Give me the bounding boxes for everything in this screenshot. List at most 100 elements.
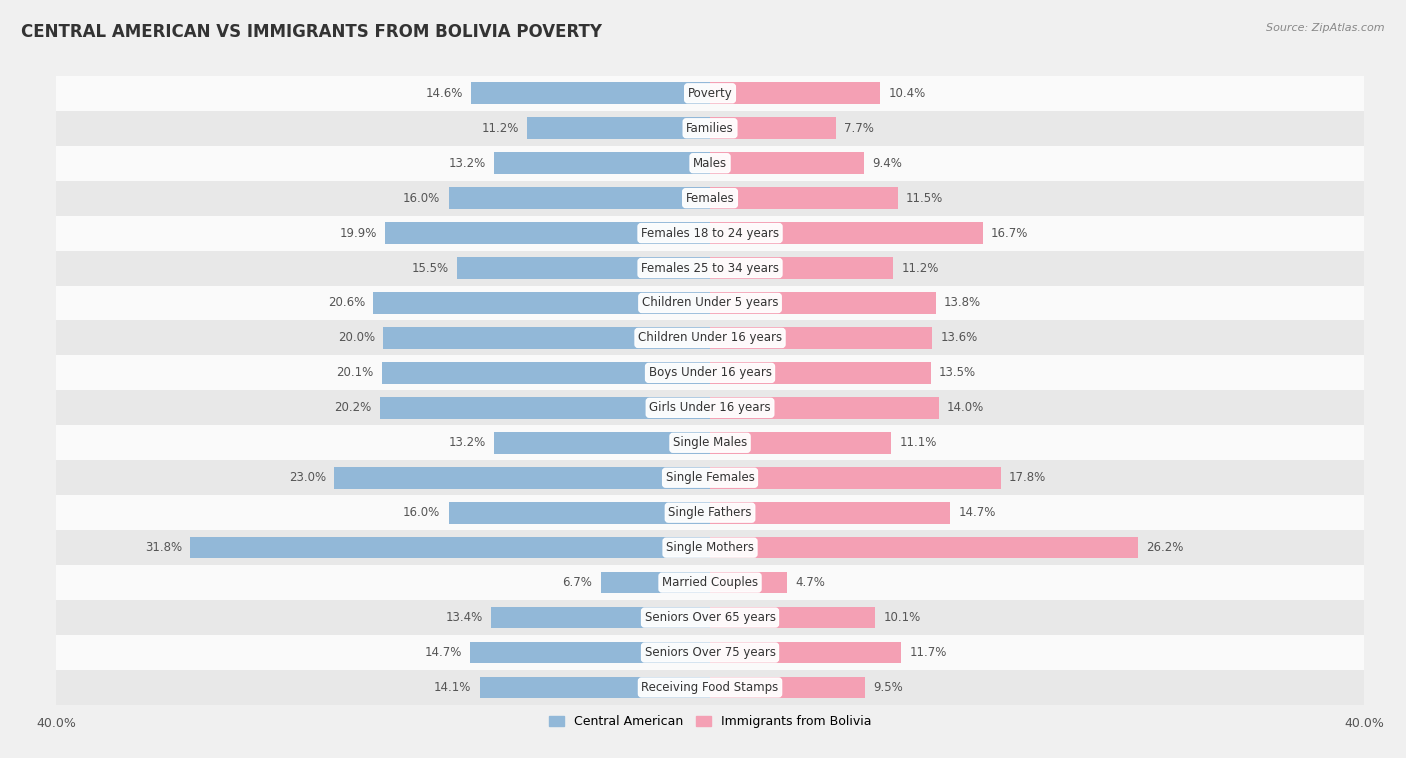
Text: Girls Under 16 years: Girls Under 16 years	[650, 401, 770, 415]
Text: Married Couples: Married Couples	[662, 576, 758, 589]
Text: 14.7%: 14.7%	[425, 646, 461, 659]
Text: 13.8%: 13.8%	[943, 296, 981, 309]
Text: 13.2%: 13.2%	[449, 437, 486, 449]
Bar	[56, 565, 1364, 600]
Bar	[710, 642, 901, 663]
Bar	[495, 152, 710, 174]
Bar	[56, 530, 1364, 565]
Text: 20.2%: 20.2%	[335, 401, 371, 415]
Bar	[710, 606, 875, 628]
Bar	[56, 111, 1364, 146]
Bar	[56, 495, 1364, 530]
Bar	[56, 460, 1364, 495]
Bar	[710, 362, 931, 384]
Text: Receiving Food Stamps: Receiving Food Stamps	[641, 681, 779, 694]
Text: 7.7%: 7.7%	[844, 122, 875, 135]
Text: Seniors Over 65 years: Seniors Over 65 years	[644, 611, 776, 624]
Text: Poverty: Poverty	[688, 86, 733, 100]
Bar	[457, 257, 710, 279]
Bar	[600, 572, 710, 594]
Bar	[479, 677, 710, 698]
Bar	[710, 537, 1139, 559]
Text: Boys Under 16 years: Boys Under 16 years	[648, 366, 772, 380]
Text: 9.4%: 9.4%	[872, 157, 901, 170]
Bar	[381, 362, 710, 384]
Text: 11.2%: 11.2%	[481, 122, 519, 135]
Text: 10.1%: 10.1%	[883, 611, 921, 624]
Bar	[449, 187, 710, 209]
Text: 15.5%: 15.5%	[412, 262, 449, 274]
Bar	[56, 390, 1364, 425]
Bar	[710, 152, 863, 174]
Text: 20.6%: 20.6%	[328, 296, 366, 309]
Text: 14.1%: 14.1%	[434, 681, 471, 694]
Bar	[710, 117, 837, 139]
Text: Source: ZipAtlas.com: Source: ZipAtlas.com	[1267, 23, 1385, 33]
Bar	[527, 117, 710, 139]
Text: Single Males: Single Males	[673, 437, 747, 449]
Text: Females 18 to 24 years: Females 18 to 24 years	[641, 227, 779, 240]
Bar	[710, 432, 891, 453]
Bar	[374, 292, 710, 314]
Text: 17.8%: 17.8%	[1010, 471, 1046, 484]
Bar	[710, 327, 932, 349]
Text: 10.4%: 10.4%	[889, 86, 925, 100]
Text: Single Fathers: Single Fathers	[668, 506, 752, 519]
Text: 13.6%: 13.6%	[941, 331, 977, 344]
Bar	[190, 537, 710, 559]
Bar	[710, 83, 880, 104]
Bar	[56, 146, 1364, 180]
Text: Children Under 16 years: Children Under 16 years	[638, 331, 782, 344]
Bar	[710, 572, 787, 594]
Bar	[495, 432, 710, 453]
Text: 9.5%: 9.5%	[873, 681, 903, 694]
Text: Single Females: Single Females	[665, 471, 755, 484]
Text: 31.8%: 31.8%	[145, 541, 183, 554]
Bar	[710, 187, 898, 209]
Bar	[56, 321, 1364, 356]
Text: 11.7%: 11.7%	[910, 646, 946, 659]
Text: 14.7%: 14.7%	[959, 506, 995, 519]
Text: 13.2%: 13.2%	[449, 157, 486, 170]
Bar	[470, 642, 710, 663]
Bar	[56, 356, 1364, 390]
Bar	[56, 215, 1364, 251]
Bar	[449, 502, 710, 524]
Text: 19.9%: 19.9%	[339, 227, 377, 240]
Text: Females 25 to 34 years: Females 25 to 34 years	[641, 262, 779, 274]
Text: 23.0%: 23.0%	[288, 471, 326, 484]
Bar	[385, 222, 710, 244]
Bar	[710, 257, 893, 279]
Bar	[710, 467, 1001, 489]
Bar	[56, 635, 1364, 670]
Bar	[56, 180, 1364, 215]
Text: Seniors Over 75 years: Seniors Over 75 years	[644, 646, 776, 659]
Text: 14.6%: 14.6%	[426, 86, 463, 100]
Text: Males: Males	[693, 157, 727, 170]
Text: 11.1%: 11.1%	[900, 437, 936, 449]
Bar	[710, 222, 983, 244]
Text: 20.0%: 20.0%	[337, 331, 375, 344]
Bar	[710, 502, 950, 524]
Bar	[710, 677, 865, 698]
Bar	[56, 425, 1364, 460]
Bar	[382, 327, 710, 349]
Legend: Central American, Immigrants from Bolivia: Central American, Immigrants from Bolivi…	[544, 710, 876, 733]
Bar	[710, 397, 939, 418]
Text: 6.7%: 6.7%	[562, 576, 592, 589]
Bar	[56, 600, 1364, 635]
Text: 16.0%: 16.0%	[404, 506, 440, 519]
Text: 13.5%: 13.5%	[939, 366, 976, 380]
Text: Families: Families	[686, 122, 734, 135]
Bar	[56, 76, 1364, 111]
Bar	[56, 251, 1364, 286]
Text: CENTRAL AMERICAN VS IMMIGRANTS FROM BOLIVIA POVERTY: CENTRAL AMERICAN VS IMMIGRANTS FROM BOLI…	[21, 23, 602, 41]
Text: Single Mothers: Single Mothers	[666, 541, 754, 554]
Bar	[380, 397, 710, 418]
Text: 11.2%: 11.2%	[901, 262, 939, 274]
Text: 20.1%: 20.1%	[336, 366, 374, 380]
Text: 16.0%: 16.0%	[404, 192, 440, 205]
Bar	[710, 292, 935, 314]
Text: 13.4%: 13.4%	[446, 611, 482, 624]
Text: Females: Females	[686, 192, 734, 205]
